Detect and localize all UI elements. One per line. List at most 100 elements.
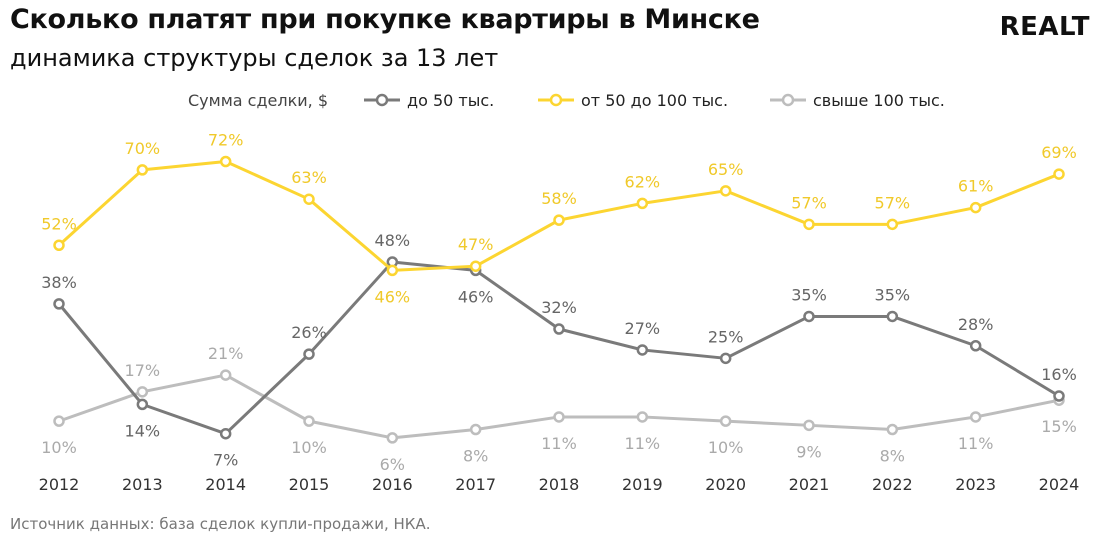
realt-logo: REALT — [999, 12, 1090, 42]
data-label: 70% — [125, 139, 161, 158]
data-label: 65% — [708, 160, 744, 179]
data-label: 14% — [125, 421, 161, 440]
data-point — [386, 432, 399, 444]
data-point — [219, 369, 232, 381]
data-label: 58% — [541, 189, 577, 208]
data-point — [53, 298, 65, 310]
data-point — [803, 310, 815, 323]
data-point — [636, 411, 649, 423]
data-point — [1053, 390, 1065, 402]
data-point — [136, 398, 149, 411]
data-label: 15% — [1041, 417, 1077, 436]
data-point — [303, 348, 315, 360]
data-point — [803, 419, 815, 432]
data-label: 6% — [380, 455, 405, 474]
source-note: Источник данных: база сделок купли-прода… — [10, 515, 431, 533]
data-point — [969, 340, 982, 352]
legend-item: до 50 тыс. — [364, 91, 494, 110]
chart-subtitle: динамика структуры сделок за 13 лет — [10, 44, 499, 72]
legend-item: свыше 100 тыс. — [770, 91, 945, 110]
data-label: 61% — [958, 177, 994, 196]
data-point — [1053, 168, 1065, 180]
data-label: 32% — [541, 298, 577, 317]
x-tick-label: 2023 — [955, 475, 996, 494]
legend-label: свыше 100 тыс. — [813, 91, 945, 110]
data-label: 26% — [291, 323, 327, 342]
data-label: 35% — [875, 285, 911, 304]
series-1 — [53, 155, 1065, 277]
data-label: 8% — [463, 447, 488, 466]
data-label: 17% — [125, 361, 161, 380]
data-point — [136, 164, 149, 176]
data-label: 7% — [213, 451, 238, 470]
x-tick-label: 2022 — [872, 475, 913, 494]
series-layer — [53, 155, 1065, 444]
data-label: 16% — [1041, 365, 1077, 384]
x-tick-label: 2016 — [372, 475, 413, 494]
legend-title: Сумма сделки, $ — [188, 91, 328, 110]
data-label: 46% — [458, 287, 494, 306]
data-point — [303, 415, 315, 427]
data-point — [719, 352, 732, 365]
data-label: 21% — [208, 344, 244, 363]
chart-title: Сколько платят при покупке квартиры в Ми… — [10, 4, 760, 35]
data-point — [719, 185, 732, 197]
data-point — [803, 218, 815, 231]
data-point — [553, 411, 565, 423]
data-label: 48% — [375, 231, 411, 250]
data-point — [886, 218, 899, 231]
data-label: 38% — [41, 273, 77, 292]
data-point — [886, 423, 899, 436]
data-point — [53, 239, 65, 251]
legend-item: от 50 до 100 тыс. — [538, 91, 728, 110]
data-point — [469, 423, 482, 436]
x-tick-label: 2015 — [289, 475, 330, 494]
legend-swatch-marker — [549, 93, 563, 107]
data-point — [969, 411, 982, 423]
x-tick-label: 2012 — [39, 475, 80, 494]
data-point — [636, 197, 649, 210]
data-point — [886, 310, 899, 323]
data-label: 10% — [291, 438, 327, 457]
data-point — [553, 214, 565, 226]
data-point — [719, 415, 732, 427]
data-label: 47% — [458, 235, 494, 254]
x-tick-label: 2021 — [789, 475, 830, 494]
data-label: 62% — [625, 172, 661, 191]
data-label: 11% — [625, 434, 661, 453]
series-0 — [53, 256, 1065, 440]
data-point — [219, 155, 232, 168]
x-tick-label: 2024 — [1039, 475, 1080, 494]
data-label: 72% — [208, 131, 244, 150]
data-label: 27% — [625, 319, 661, 338]
data-label: 57% — [791, 193, 827, 212]
x-tick-label: 2014 — [205, 475, 246, 494]
data-point — [303, 193, 315, 205]
legend-swatch-marker — [375, 93, 389, 107]
data-point — [136, 386, 149, 398]
legend-label: до 50 тыс. — [407, 91, 494, 110]
data-point — [53, 415, 65, 427]
data-label: 11% — [541, 434, 577, 453]
data-label: 63% — [291, 168, 327, 187]
data-label: 35% — [791, 285, 827, 304]
data-label: 52% — [41, 214, 77, 233]
data-point — [469, 260, 482, 272]
data-label: 10% — [41, 438, 77, 457]
data-label: 11% — [958, 434, 994, 453]
legend: Сумма сделки, $ до 50 тыс. от 50 до 100 ты… — [188, 91, 945, 110]
data-point — [636, 344, 649, 356]
data-label: 57% — [875, 193, 911, 212]
series-2 — [53, 369, 1065, 444]
data-label: 69% — [1041, 143, 1077, 162]
x-tick-label: 2018 — [539, 475, 580, 494]
data-point — [386, 264, 399, 277]
legend-swatch-marker — [781, 93, 795, 107]
data-label: 8% — [880, 447, 905, 466]
data-label: 28% — [958, 315, 994, 334]
x-axis: 2012 2013 2014 2015 2016 2017 2018 2019 2020 2021… — [39, 475, 1080, 494]
data-label: 46% — [375, 287, 411, 306]
x-tick-label: 2020 — [705, 475, 746, 494]
data-label: 9% — [796, 442, 821, 461]
